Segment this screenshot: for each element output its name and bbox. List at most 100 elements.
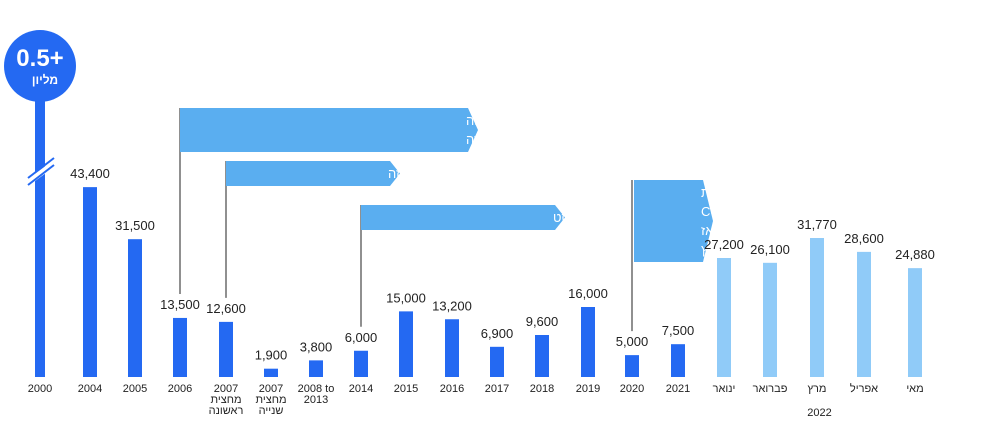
annotation-text: COVID-19	[701, 204, 761, 219]
axis-break-line	[27, 157, 55, 179]
tick-label: 2004	[78, 383, 102, 395]
annotation-banner	[361, 205, 565, 230]
value-labels: 43,400 31,500 13,500 12,600 1,900 3,800 6,000 1…	[70, 166, 935, 363]
tick-text: פברואר	[753, 383, 788, 395]
tick-text: 2020	[620, 383, 644, 395]
bar-16	[717, 258, 731, 377]
tick-text: 2014	[349, 383, 373, 395]
tick-text: מאי	[906, 383, 923, 395]
bar-11	[490, 346, 504, 377]
tick-label: 2014	[349, 383, 373, 395]
tick-text: מחצית	[255, 394, 286, 406]
bar-6	[264, 368, 278, 377]
bar-14	[625, 355, 639, 377]
value-label: 24,880	[895, 247, 935, 262]
annotation-text: מרץ	[701, 242, 723, 257]
annotation-text: שהוטלו מאז	[701, 223, 766, 238]
tick-text: 2015	[394, 383, 418, 395]
group-label-2022: 2022	[807, 407, 831, 419]
value-label: 13,200	[432, 298, 472, 313]
badge-unit: מליון	[32, 73, 58, 87]
value-label: 1,900	[255, 348, 288, 363]
tick-text: 2017	[485, 383, 509, 395]
value-label: 13,500	[160, 297, 200, 312]
value-label: 26,100	[750, 242, 790, 257]
bar-10	[445, 319, 459, 377]
annotation-2: יוני 2007 – המצור על עזה	[225, 161, 526, 298]
value-label: 6,900	[481, 326, 514, 341]
annotation-text: מרס 2006 – ישראל מפסיקה להכניס לשטחה	[466, 113, 707, 128]
tick-label: 2017	[485, 383, 509, 395]
value-label: 43,400	[70, 166, 110, 181]
tick-text: מחצית	[210, 394, 241, 406]
tick-label: פברואר	[753, 383, 788, 395]
tick-text: ינואר	[713, 383, 736, 395]
tick-label: 2016	[440, 383, 464, 395]
tick-text: 2007	[259, 383, 283, 395]
bar-7	[309, 360, 323, 377]
tick-text: 2016	[440, 383, 464, 395]
tick-label: 2005	[123, 383, 147, 395]
axis-break-line	[27, 164, 55, 186]
bar-17	[763, 262, 777, 377]
value-label: 6,000	[345, 330, 378, 345]
bar-8	[354, 350, 368, 377]
bar-19	[857, 251, 871, 377]
annotation-text: פועלים מעזה	[466, 132, 536, 147]
annotation-banner	[226, 161, 400, 186]
tick-label: 2000	[28, 383, 52, 395]
tick-text: אפריל	[850, 382, 878, 395]
value-label: 31,500	[115, 218, 155, 233]
tick-label: 2019	[576, 383, 600, 395]
bar-9	[399, 311, 413, 377]
tick-label: אפריל	[850, 382, 878, 395]
axis-break-mark	[24, 159, 58, 187]
tick-label: 2018	[530, 383, 554, 395]
bar-5	[219, 321, 233, 377]
tick-text: 2008 to	[298, 383, 335, 395]
value-label: 15,000	[386, 290, 426, 305]
bar-18	[810, 238, 824, 377]
badge-circle	[4, 30, 76, 102]
tick-label: 2015	[394, 383, 418, 395]
annotation-banner	[180, 108, 478, 152]
annotation-text: מגבלות	[701, 185, 742, 200]
tick-label: 2020	[620, 383, 644, 395]
bar-4	[173, 317, 187, 377]
tick-label: 2021	[666, 383, 690, 395]
tick-text: 2004	[78, 383, 102, 395]
tick-label: ינואר	[713, 383, 736, 395]
value-label: 9,600	[526, 314, 559, 329]
bar-13	[581, 307, 595, 377]
x-axis-ticks: 2000 2004 2005 2006 2007מחציתראשונה2007מחצית…	[28, 382, 924, 419]
annotations: מרס 2006 – ישראל מפסיקה להכניס לשטחה פועל…	[179, 108, 766, 332]
value-label: 27,200	[704, 237, 744, 252]
value-label: 5,000	[616, 334, 649, 349]
tick-text: ראשונה	[209, 405, 244, 417]
value-label: 7,500	[662, 323, 695, 338]
value-label: 31,770	[797, 217, 837, 232]
value-label: 16,000	[568, 286, 608, 301]
bar-12	[535, 335, 549, 377]
value-label: 12,600	[206, 301, 246, 316]
bar-2	[83, 187, 97, 377]
bar-20	[908, 268, 922, 377]
bar-15	[671, 344, 685, 377]
tick-label: מאי	[906, 383, 923, 395]
annotation-1: מרס 2006 – ישראל מפסיקה להכניס לשטחה פועל…	[179, 108, 707, 294]
value-label: 3,800	[300, 339, 333, 354]
tick-text: שנייה	[259, 405, 284, 417]
tick-label: 2006	[168, 383, 192, 395]
value-label: 28,600	[844, 231, 884, 246]
tick-text: 2005	[123, 383, 147, 395]
tick-text: 2019	[576, 383, 600, 395]
tick-text: מרץ	[808, 383, 827, 395]
tick-text: 2000	[28, 383, 52, 395]
tick-label: מרץ	[808, 383, 827, 395]
annotation-text: יוני 2007 – המצור על עזה	[388, 166, 526, 181]
annotation-banner	[634, 180, 713, 262]
tick-text: 2006	[168, 383, 192, 395]
